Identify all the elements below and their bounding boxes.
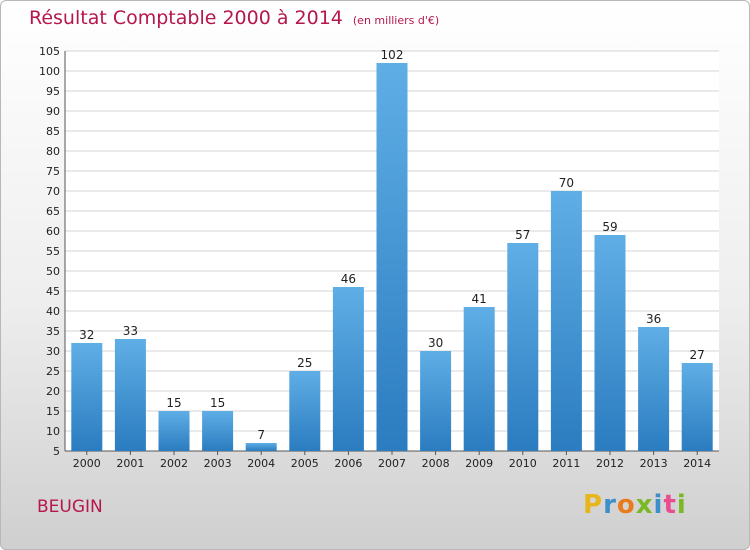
- logo-letter: o: [616, 490, 636, 520]
- place-name: BEUGIN: [37, 497, 103, 517]
- title-text: Résultat Comptable 2000 à 2014: [29, 7, 343, 29]
- y-tick-label: 25: [46, 365, 60, 378]
- y-tick-label: 65: [46, 205, 60, 218]
- bar: [71, 343, 103, 451]
- y-tick-label: 50: [46, 265, 60, 278]
- y-tick-label: 45: [46, 285, 60, 298]
- bar-value-label: 46: [341, 272, 356, 286]
- bar: [245, 443, 277, 451]
- x-tick-label: 2011: [552, 457, 580, 470]
- bar: [376, 63, 408, 451]
- bar: [681, 363, 713, 451]
- bar: [420, 351, 452, 451]
- bar-value-label: 15: [210, 396, 225, 410]
- x-tick-label: 2006: [334, 457, 362, 470]
- logo-letter: x: [635, 490, 654, 520]
- bar: [550, 191, 582, 451]
- y-tick-label: 40: [46, 305, 60, 318]
- bar-value-label: 33: [123, 324, 138, 338]
- bar: [289, 371, 321, 451]
- logo-letter: r: [603, 490, 617, 520]
- bar: [507, 243, 539, 451]
- y-tick-label: 30: [46, 345, 60, 358]
- logo-letter: i: [653, 490, 664, 520]
- y-tick-label: 10: [46, 425, 60, 438]
- unit-label: (en milliers d'€): [352, 14, 440, 27]
- bar-value-label: 102: [381, 48, 404, 62]
- bar-value-label: 57: [515, 228, 530, 242]
- x-tick-label: 2010: [509, 457, 537, 470]
- x-tick-label: 2005: [291, 457, 319, 470]
- bar-value-label: 30: [428, 336, 443, 350]
- logo-letter: i: [676, 490, 687, 520]
- bar-value-label: 70: [559, 176, 574, 190]
- y-tick-label: 20: [46, 385, 60, 398]
- bar: [158, 411, 190, 451]
- x-tick-label: 2002: [160, 457, 188, 470]
- y-tick-label: 105: [39, 45, 60, 58]
- y-tick-label: 100: [39, 65, 60, 78]
- x-tick-label: 2012: [596, 457, 624, 470]
- chart-title: Résultat Comptable 2000 à 2014 (en millie…: [29, 7, 439, 29]
- x-tick-label: 2013: [640, 457, 668, 470]
- bar-value-label: 32: [79, 328, 94, 342]
- bar: [114, 339, 146, 451]
- y-tick-label: 90: [46, 105, 60, 118]
- bar: [332, 287, 364, 451]
- bar: [202, 411, 234, 451]
- proxiti-logo: Proxiti: [583, 490, 687, 520]
- logo-letter: P: [583, 490, 604, 520]
- bar-value-label: 59: [602, 220, 617, 234]
- y-tick-label: 80: [46, 145, 60, 158]
- bar: [463, 307, 495, 451]
- y-tick-label: 15: [46, 405, 60, 418]
- x-tick-label: 2008: [422, 457, 450, 470]
- x-tick-label: 2001: [116, 457, 144, 470]
- bar-value-label: 41: [472, 292, 487, 306]
- x-tick-label: 2009: [465, 457, 493, 470]
- bar: [594, 235, 626, 451]
- x-tick-label: 2004: [247, 457, 275, 470]
- y-tick-label: 95: [46, 85, 60, 98]
- y-tick-label: 55: [46, 245, 60, 258]
- bar-value-label: 25: [297, 356, 312, 370]
- logo-letter: t: [663, 490, 677, 520]
- bar-value-label: 15: [166, 396, 181, 410]
- y-tick-label: 60: [46, 225, 60, 238]
- bar-value-label: 36: [646, 312, 661, 326]
- bar-value-label: 7: [257, 428, 265, 442]
- x-tick-label: 2000: [73, 457, 101, 470]
- x-tick-label: 2014: [683, 457, 711, 470]
- bar-value-label: 27: [690, 348, 705, 362]
- bar: [638, 327, 670, 451]
- y-tick-label: 5: [53, 445, 60, 458]
- y-tick-label: 70: [46, 185, 60, 198]
- x-tick-label: 2003: [204, 457, 232, 470]
- y-tick-label: 75: [46, 165, 60, 178]
- y-tick-label: 85: [46, 125, 60, 138]
- y-tick-label: 35: [46, 325, 60, 338]
- x-tick-label: 2007: [378, 457, 406, 470]
